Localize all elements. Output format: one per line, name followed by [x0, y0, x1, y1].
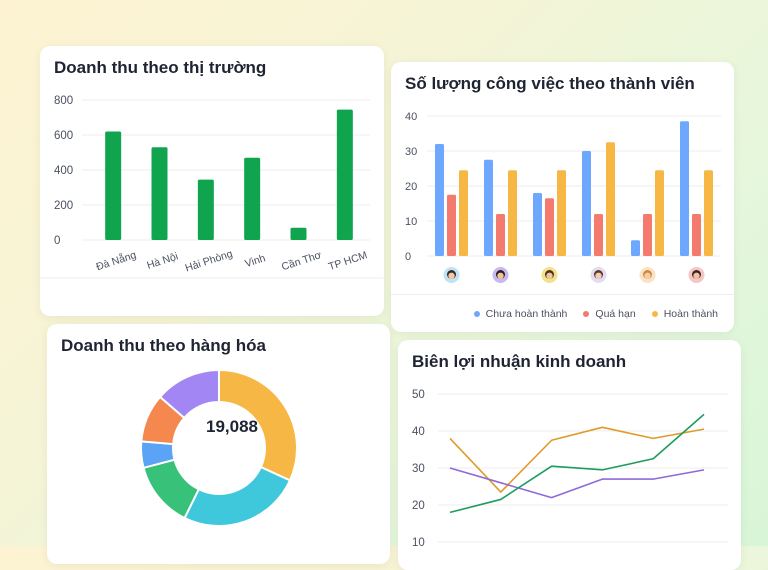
bar[interactable]: [680, 121, 689, 256]
legend-label: Chưa hoàn thành: [485, 308, 568, 320]
member-avatar[interactable]: [639, 267, 656, 283]
x-tick-label: Hải Phòng: [184, 248, 234, 275]
bar[interactable]: [508, 170, 517, 256]
bar[interactable]: [447, 194, 456, 256]
legend-dot-icon: [651, 311, 658, 317]
bar[interactable]: [435, 144, 444, 256]
member-tasks-title: Số lượng công việc theo thành viên: [405, 74, 695, 93]
member-avatar[interactable]: [492, 267, 509, 283]
member-avatar[interactable]: [443, 267, 460, 283]
bar[interactable]: [692, 214, 701, 256]
series-line[interactable]: [449, 426, 705, 493]
y-tick-label: 40: [412, 426, 425, 438]
y-tick-label: 40: [405, 111, 417, 123]
member-tasks-legend: Chưa hoàn thành Quá hạn Hoàn thành: [473, 308, 718, 320]
donut-center-value: 19,088: [206, 417, 258, 436]
legend-divider: [391, 294, 734, 295]
bar[interactable]: [545, 198, 554, 256]
bar[interactable]: [557, 170, 566, 256]
profit-margin-card: Biên lợi nhuận kinh doanh 10 20 30 40 50: [398, 340, 741, 570]
bar[interactable]: [459, 170, 468, 256]
member-avatar[interactable]: [590, 267, 607, 283]
bar[interactable]: [151, 147, 168, 240]
x-tick-label: Vinh: [243, 252, 267, 270]
goods-revenue-donut: [140, 368, 298, 527]
legend-item-complete[interactable]: Hoàn thành: [651, 308, 718, 320]
y-tick-label: 30: [412, 463, 425, 475]
y-tick-label: 0: [54, 235, 60, 247]
legend-dot-icon: [583, 311, 590, 317]
bar[interactable]: [336, 109, 353, 240]
bar[interactable]: [643, 214, 652, 256]
member-tasks-card: Số lượng công việc theo thành viên 0 10 20…: [391, 62, 734, 332]
bar[interactable]: [655, 170, 664, 256]
goods-revenue-card: Doanh thu theo hàng hóa 19,088: [47, 324, 390, 564]
member-avatar[interactable]: [688, 267, 705, 283]
legend-label: Quá hạn: [595, 308, 636, 320]
market-revenue-chart: 0 200 400 600 800 Đà Nẵng Hà Nội Hải Phòng Vinh C…: [40, 95, 384, 279]
bar[interactable]: [533, 193, 542, 256]
donut-slice[interactable]: [183, 465, 292, 527]
bar[interactable]: [484, 159, 493, 256]
market-revenue-card: Doanh thu theo thị trường 0 200 400 600 800 Đ…: [40, 46, 384, 316]
series-line[interactable]: [449, 413, 705, 514]
series-line[interactable]: [449, 467, 705, 499]
y-tick-label: 30: [405, 146, 417, 158]
x-tick-label: Hà Nội: [145, 250, 179, 271]
goods-revenue-title: Doanh thu theo hàng hóa: [61, 336, 266, 355]
x-tick-label: Đà Nẵng: [94, 248, 138, 273]
x-tick-label: Cần Thơ: [280, 249, 323, 273]
bar[interactable]: [594, 214, 603, 256]
bar[interactable]: [105, 131, 122, 241]
bar[interactable]: [582, 151, 591, 256]
bar[interactable]: [197, 179, 214, 240]
donut-slice[interactable]: [158, 368, 220, 420]
y-tick-label: 0: [405, 251, 411, 263]
y-tick-label: 800: [54, 95, 73, 107]
y-tick-label: 200: [54, 200, 73, 212]
y-tick-label: 20: [405, 181, 417, 193]
legend-item-incomplete[interactable]: Chưa hoàn thành: [473, 308, 568, 320]
bar[interactable]: [606, 142, 615, 256]
profit-margin-chart: 10 20 30 40 50: [412, 389, 728, 549]
bar[interactable]: [631, 240, 640, 256]
legend-item-overdue[interactable]: Quá hạn: [583, 308, 636, 320]
profit-margin-title: Biên lợi nhuận kinh doanh: [412, 352, 627, 371]
legend-dot-icon: [473, 311, 480, 317]
y-tick-label: 10: [412, 537, 425, 549]
donut-slice[interactable]: [218, 368, 298, 482]
x-tick-label: TP HCM: [327, 249, 369, 273]
y-tick-label: 400: [54, 165, 73, 177]
bar[interactable]: [244, 157, 261, 240]
y-tick-label: 600: [54, 130, 73, 142]
bar[interactable]: [496, 214, 505, 256]
y-tick-label: 50: [412, 389, 425, 401]
market-revenue-title: Doanh thu theo thị trường: [54, 58, 267, 77]
legend-label: Hoàn thành: [663, 308, 718, 320]
member-avatar[interactable]: [541, 267, 558, 283]
bar[interactable]: [290, 227, 307, 240]
bar[interactable]: [704, 170, 713, 256]
y-tick-label: 20: [412, 500, 425, 512]
y-tick-label: 10: [405, 216, 417, 228]
member-tasks-chart: 0 10 20 30 40: [405, 111, 721, 283]
